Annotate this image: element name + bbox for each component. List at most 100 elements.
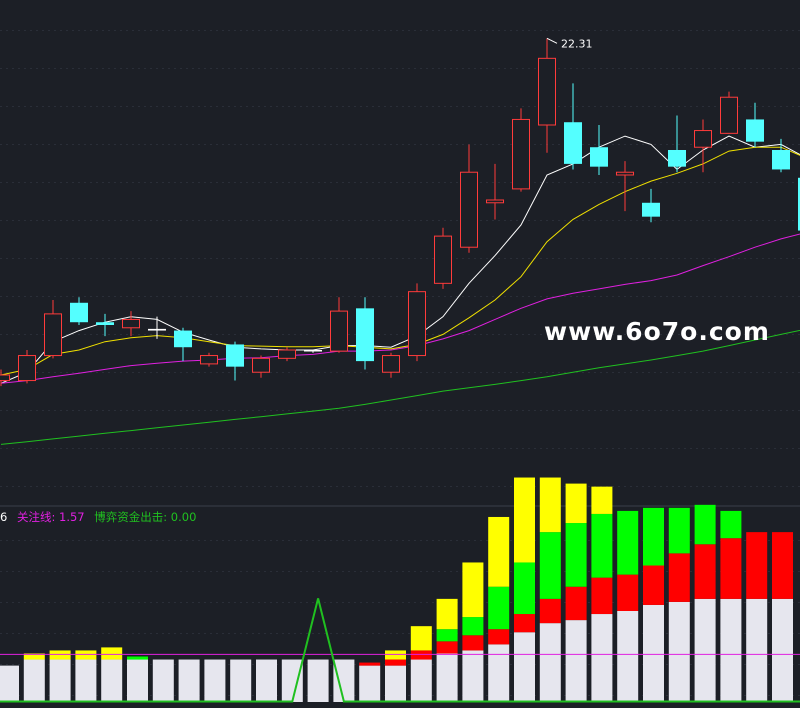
indicator-bar	[617, 510, 639, 702]
indicator-bar-white	[643, 604, 664, 702]
ma-line-3	[0, 233, 800, 384]
candle-body	[538, 57, 556, 126]
candle	[434, 227, 452, 289]
candle-body	[486, 199, 504, 204]
indicator-bar-white	[23, 659, 45, 702]
indicator-bar-red	[488, 629, 510, 645]
indicator-bar-white	[385, 665, 406, 702]
indicator-legend-focus-line: 关注线: 1.57	[16, 510, 85, 524]
candle	[616, 161, 634, 212]
candle	[200, 352, 218, 367]
indicator-bar-white	[617, 611, 639, 702]
indicator-bar-green	[436, 629, 458, 642]
indicator-bar	[256, 659, 277, 702]
indicator-bar	[410, 626, 432, 702]
indicator-bar-red	[385, 659, 406, 666]
indicator-bar-yellow	[23, 653, 45, 660]
ma-line-4	[0, 329, 800, 445]
indicator-bar-white	[514, 632, 535, 702]
candle	[720, 91, 738, 134]
indicator-bar-red	[772, 532, 793, 599]
indicator-bar-red	[720, 538, 742, 599]
indicator-bar	[75, 650, 97, 702]
indicator-bar-yellow	[49, 650, 71, 660]
indicator-bar-white	[178, 659, 200, 702]
indicator-bar-white	[359, 665, 381, 702]
candle-body	[122, 318, 140, 329]
indicator-bar-green	[668, 507, 690, 554]
indicator-bar	[436, 598, 458, 702]
indicator-bar	[101, 647, 123, 702]
candle	[694, 119, 712, 173]
indicator-bar-green	[694, 504, 716, 545]
signal-line	[0, 598, 800, 703]
indicator-bar-red	[436, 641, 458, 654]
indicator-bar	[281, 659, 303, 702]
candle	[590, 125, 608, 175]
indicator-bar-white	[281, 659, 303, 702]
candle	[304, 350, 322, 353]
candle	[382, 352, 400, 378]
indicator-bar-yellow	[436, 598, 458, 630]
indicator-bar	[720, 510, 742, 702]
indicator-bar-green	[462, 617, 484, 636]
candle	[798, 177, 800, 231]
indicator-bar-red	[668, 553, 690, 602]
candle	[70, 297, 88, 325]
indicator-bar	[591, 486, 613, 702]
candle-body	[18, 355, 36, 382]
indicator-bar-white	[127, 659, 148, 702]
indicator-bar-green	[643, 507, 664, 566]
indicator-legend: 6 关注线: 1.57 博弈资金出击: 0.00	[0, 509, 202, 525]
candlesticks	[0, 38, 800, 387]
candle-body	[278, 349, 296, 359]
indicator-bar	[230, 659, 252, 702]
candle-body	[70, 302, 88, 323]
candle	[668, 115, 686, 173]
indicator-bar-white	[49, 659, 71, 702]
indicator-bar-yellow	[591, 486, 613, 514]
indicator-bar-green	[488, 586, 510, 630]
indicator-bar-red	[694, 544, 716, 599]
indicator-bar-white	[410, 659, 432, 702]
candle	[564, 83, 582, 170]
candle-body	[694, 130, 712, 148]
candle-body	[174, 330, 192, 348]
indicator-bar-red	[617, 574, 639, 611]
indicator-bar-white	[462, 650, 484, 702]
candle-body	[798, 177, 800, 231]
candle	[174, 327, 192, 362]
candle-body	[356, 308, 374, 362]
max-price-label: 22.31	[561, 37, 593, 50]
indicator-bar	[359, 662, 381, 702]
indicator-bar-white	[230, 659, 252, 702]
indicator-bar	[152, 659, 174, 702]
indicator-bar	[23, 653, 45, 702]
candle-body	[564, 122, 582, 164]
indicator-bar-white	[152, 659, 174, 702]
candle	[512, 108, 530, 192]
candle	[252, 355, 270, 378]
price-panel-gridlines	[0, 30, 800, 487]
candle-body	[642, 202, 660, 217]
candle-body	[746, 119, 764, 142]
indicator-bar	[462, 562, 484, 702]
indicator-bar-white	[694, 598, 716, 702]
candle	[96, 313, 114, 337]
indicator-bar	[694, 504, 716, 702]
indicator-bar-yellow	[565, 483, 587, 524]
candle-body	[460, 171, 478, 248]
indicator-bar-yellow	[539, 477, 561, 533]
indicator-bar-white	[720, 598, 742, 702]
indicator-bar-red	[359, 662, 381, 666]
candle-body	[772, 150, 790, 170]
indicator-bar-red	[462, 635, 484, 651]
indicator-bar-green	[591, 513, 613, 578]
candle-body	[512, 118, 530, 190]
indicator-bar	[772, 532, 793, 702]
candle	[538, 38, 556, 153]
indicator-bars	[0, 477, 793, 702]
candle-body	[148, 328, 166, 331]
candle-body	[720, 96, 738, 134]
